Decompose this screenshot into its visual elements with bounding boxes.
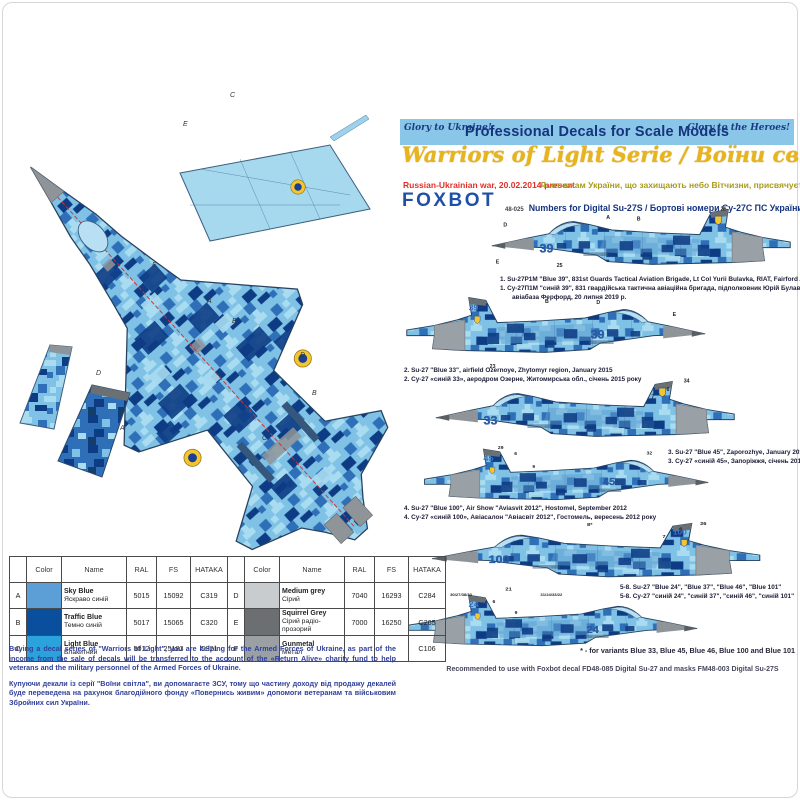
callout-label: 9 [515,610,518,616]
caption-3: 3. Su-27 "Blue 45", Zaporozhye, January … [668,449,800,465]
profile-su27-blue-33-left: 33 34 6 7 [435,379,735,437]
callout-label: C [230,92,236,99]
callout-label: 6 [514,451,517,457]
charity-note-ua: Купуючи декали із серії "Воїни світла", … [9,678,396,707]
charity-note: Buying a decal series of "Warriors of Li… [9,644,396,714]
callout-label: 9 [532,464,535,470]
callout-label: 6 [667,387,670,393]
aircraft-number: 39 [540,241,554,255]
callout-label: 7 [662,534,665,540]
color-swatch [26,582,62,609]
callout-label: A [206,298,212,305]
trident-emblem-icon [474,315,481,324]
table-row: A Sky Blue Яскраво синій 5015 15092 C319 … [9,582,446,609]
callout-label: E [183,121,188,128]
recommendation-text: Recommended to use with Foxbot decal FD4… [446,666,779,673]
product-line: 48-025 Numbers for Digital Su-27S / Борто… [505,198,800,216]
callout-label: 34 [684,379,690,385]
callout-label: C [262,435,268,442]
variants-footnote: * - for variants Blue 33, Blue 45, Blue … [580,646,795,655]
series-title: Warriors of Light Serie / Воїни світла [402,142,800,167]
glory-to-ukraine-text: Glory to Ukraine! [404,123,492,133]
callout-label: 6 [679,527,682,533]
band-title: Professional Decals for Scale Models [464,124,730,140]
table-row: C Light Blue Блакитний 5012 25183 C321 F … [9,635,446,662]
trident-emblem-icon [489,466,496,474]
product-title: Numbers for Digital Su-27S / Бортові ном… [528,203,800,213]
su27-top-view [0,88,400,575]
fin-number: 24 [469,599,479,609]
profile-su27-blue-45-right: 45 45 29 6 9 32 [424,445,709,501]
callout-label: D [503,222,507,228]
trident-emblem-icon [714,215,722,225]
callout-label: 8* [587,522,593,528]
profile-su27-blue-39-right: 39 39 23 B D E [406,297,706,370]
callout-label: 23 [490,364,496,370]
aircraft-number: 45 [603,476,615,488]
wing-panel-part [179,114,371,242]
caption-5-8: 5-8. Su-27 "Blue 24", "Blue 37", "Blue 4… [620,584,795,600]
header-band: Glory to Ukraine! Professional Decals fo… [400,119,794,145]
callout-label: F [152,262,157,269]
callout-label: B [312,390,317,397]
trident-emblem-icon [680,539,688,547]
callout-label: D [96,370,101,377]
war-note: Russian-Ukrainian war, 20.02.2014-presen… [403,180,575,190]
foxbot-logo: FOXBOT [402,190,497,211]
wing-roundel-icon [290,179,306,195]
callout-label: B [232,318,237,325]
callout-label: 31/24/33/22 [540,592,563,597]
callout-label: D [596,300,600,306]
callout-label: D [300,352,305,359]
caption-4: 4. Su-27 "Blue 100", Air Show "Aviasvit … [404,505,657,521]
fin-number: 45 [483,453,493,463]
aircraft-number: 39 [591,328,605,342]
callout-label: 30/27/38/33 [450,592,473,597]
caption-2: 2. Su-27 "Blue 33", airfield Ozernoye, Z… [404,367,642,383]
profile-su27-blue-39-left: 39 D E 25 A B 26 [491,207,791,269]
color-swatch [244,582,280,609]
glory-to-heroes-text: Glory to the Heroes! [687,123,790,133]
color-swatch [26,635,62,662]
callout-label: B [545,299,549,305]
charity-note-en: Buying a decal series of "Warriors of Li… [9,644,396,673]
fin-number: 100 [673,528,688,536]
table-row: B Traffic Blue Темно синій 5017 15065 C32… [9,608,446,636]
callout-label: 21 [505,587,511,593]
aircraft-number: 24 [587,624,599,636]
fin-number: 39 [469,303,479,313]
color-swatch [26,608,62,636]
callout-label: B [637,217,641,223]
trident-emblem-icon [474,612,481,620]
table-header-row: Color Name RAL FS HATAKA Color Name RAL … [9,556,446,583]
wing-roundel-icon [179,444,206,471]
callout-label: A [119,425,125,432]
paint-color-table: Color Name RAL FS HATAKA Color Name RAL … [9,556,446,662]
profile-su27-blue-24-right: 24 24 30/27/38/33 31/24/33/22 6 9 [408,592,698,647]
callout-label: 25 [557,263,563,269]
su27-scheme-panel: C E A B F D B C A D [0,88,400,575]
callout-label: 26 [700,522,706,528]
callout-label: 29 [498,445,504,451]
aircraft-number: 33 [484,413,498,427]
callout-label: E [496,259,500,265]
fin-part [57,384,131,478]
profile-su27-blue-100-left: 100 100 26 6 7 21 8* [431,522,761,593]
callout-label: E [673,312,677,318]
color-swatch [244,635,280,662]
aircraft-number: 100 [489,554,510,566]
fin-part [19,344,73,430]
callout-label: A [606,215,610,221]
color-swatch [244,608,280,636]
callout-label: 6 [493,599,496,605]
callout-label: 7 [651,394,654,400]
trident-emblem-icon [658,387,666,397]
callout-label: 26 [721,207,727,213]
callout-label: 32 [647,450,653,456]
dedication-text: Льотчикам України, що захищають небо Віт… [540,180,800,190]
product-code: 48-025 [505,207,524,213]
caption-1: 1. Su-27P1M "Blue 39", 831st Guards Tact… [500,276,800,301]
